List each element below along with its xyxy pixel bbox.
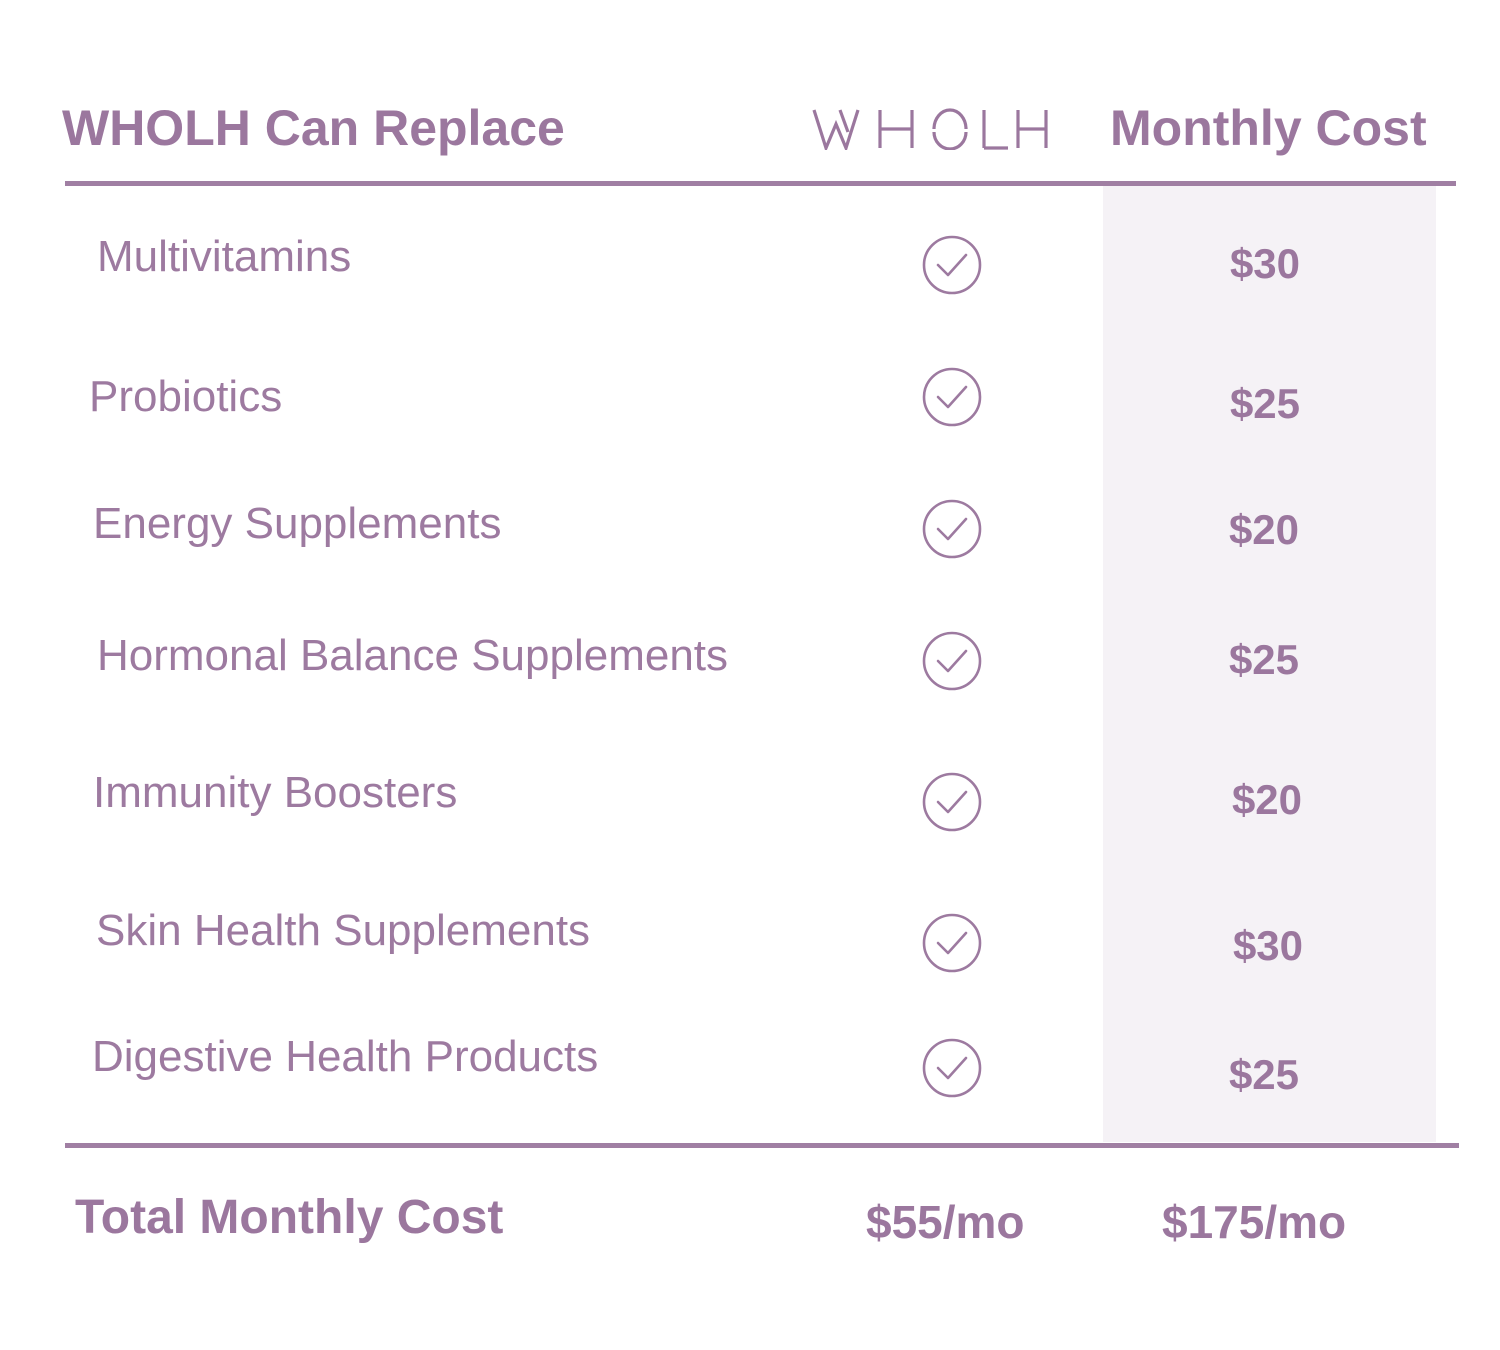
row-label-energy-supplements: Energy Supplements (93, 499, 502, 548)
check-circle-icon (922, 367, 982, 427)
price-immunity-boosters: $20 (1231, 776, 1303, 823)
price-skin-health-supplements: $30 (1232, 922, 1304, 969)
separate-total-cost: $175/mo (1162, 1196, 1347, 1248)
price-hormonal-balance-supplements: $25 (1228, 636, 1300, 683)
row-label-immunity-boosters: Immunity Boosters (93, 768, 458, 817)
header-divider (65, 181, 1456, 186)
row-label-hormonal-balance-supplements: Hormonal Balance Supplements (97, 631, 729, 680)
row-label-probiotics: Probiotics (89, 372, 283, 421)
price-digestive-health-products: $25 (1228, 1051, 1300, 1098)
check-circle-icon (922, 772, 982, 832)
monthly-cost-column-header: Monthly Cost (1110, 100, 1427, 156)
check-circle-icon (922, 499, 982, 559)
price-multivitamins: $30 (1229, 240, 1301, 287)
row-label-multivitamins: Multivitamins (97, 232, 352, 281)
monthly-cost-column-band (1103, 186, 1436, 1142)
check-circle-icon (922, 1038, 982, 1098)
row-label-digestive-health-products: Digestive Health Products (92, 1032, 599, 1081)
check-circle-icon (922, 631, 982, 691)
price-probiotics: $25 (1229, 380, 1301, 427)
check-circle-icon (922, 913, 982, 973)
wholh-logo (812, 108, 1048, 150)
price-energy-supplements: $20 (1228, 506, 1300, 553)
check-circle-icon (922, 235, 982, 295)
footer-divider (65, 1143, 1459, 1148)
total-monthly-cost-label: Total Monthly Cost (75, 1191, 504, 1244)
row-label-skin-health-supplements: Skin Health Supplements (96, 906, 591, 955)
replace-column-header: WHOLH Can Replace (62, 100, 565, 156)
wholh-total-cost: $55/mo (866, 1196, 1025, 1248)
